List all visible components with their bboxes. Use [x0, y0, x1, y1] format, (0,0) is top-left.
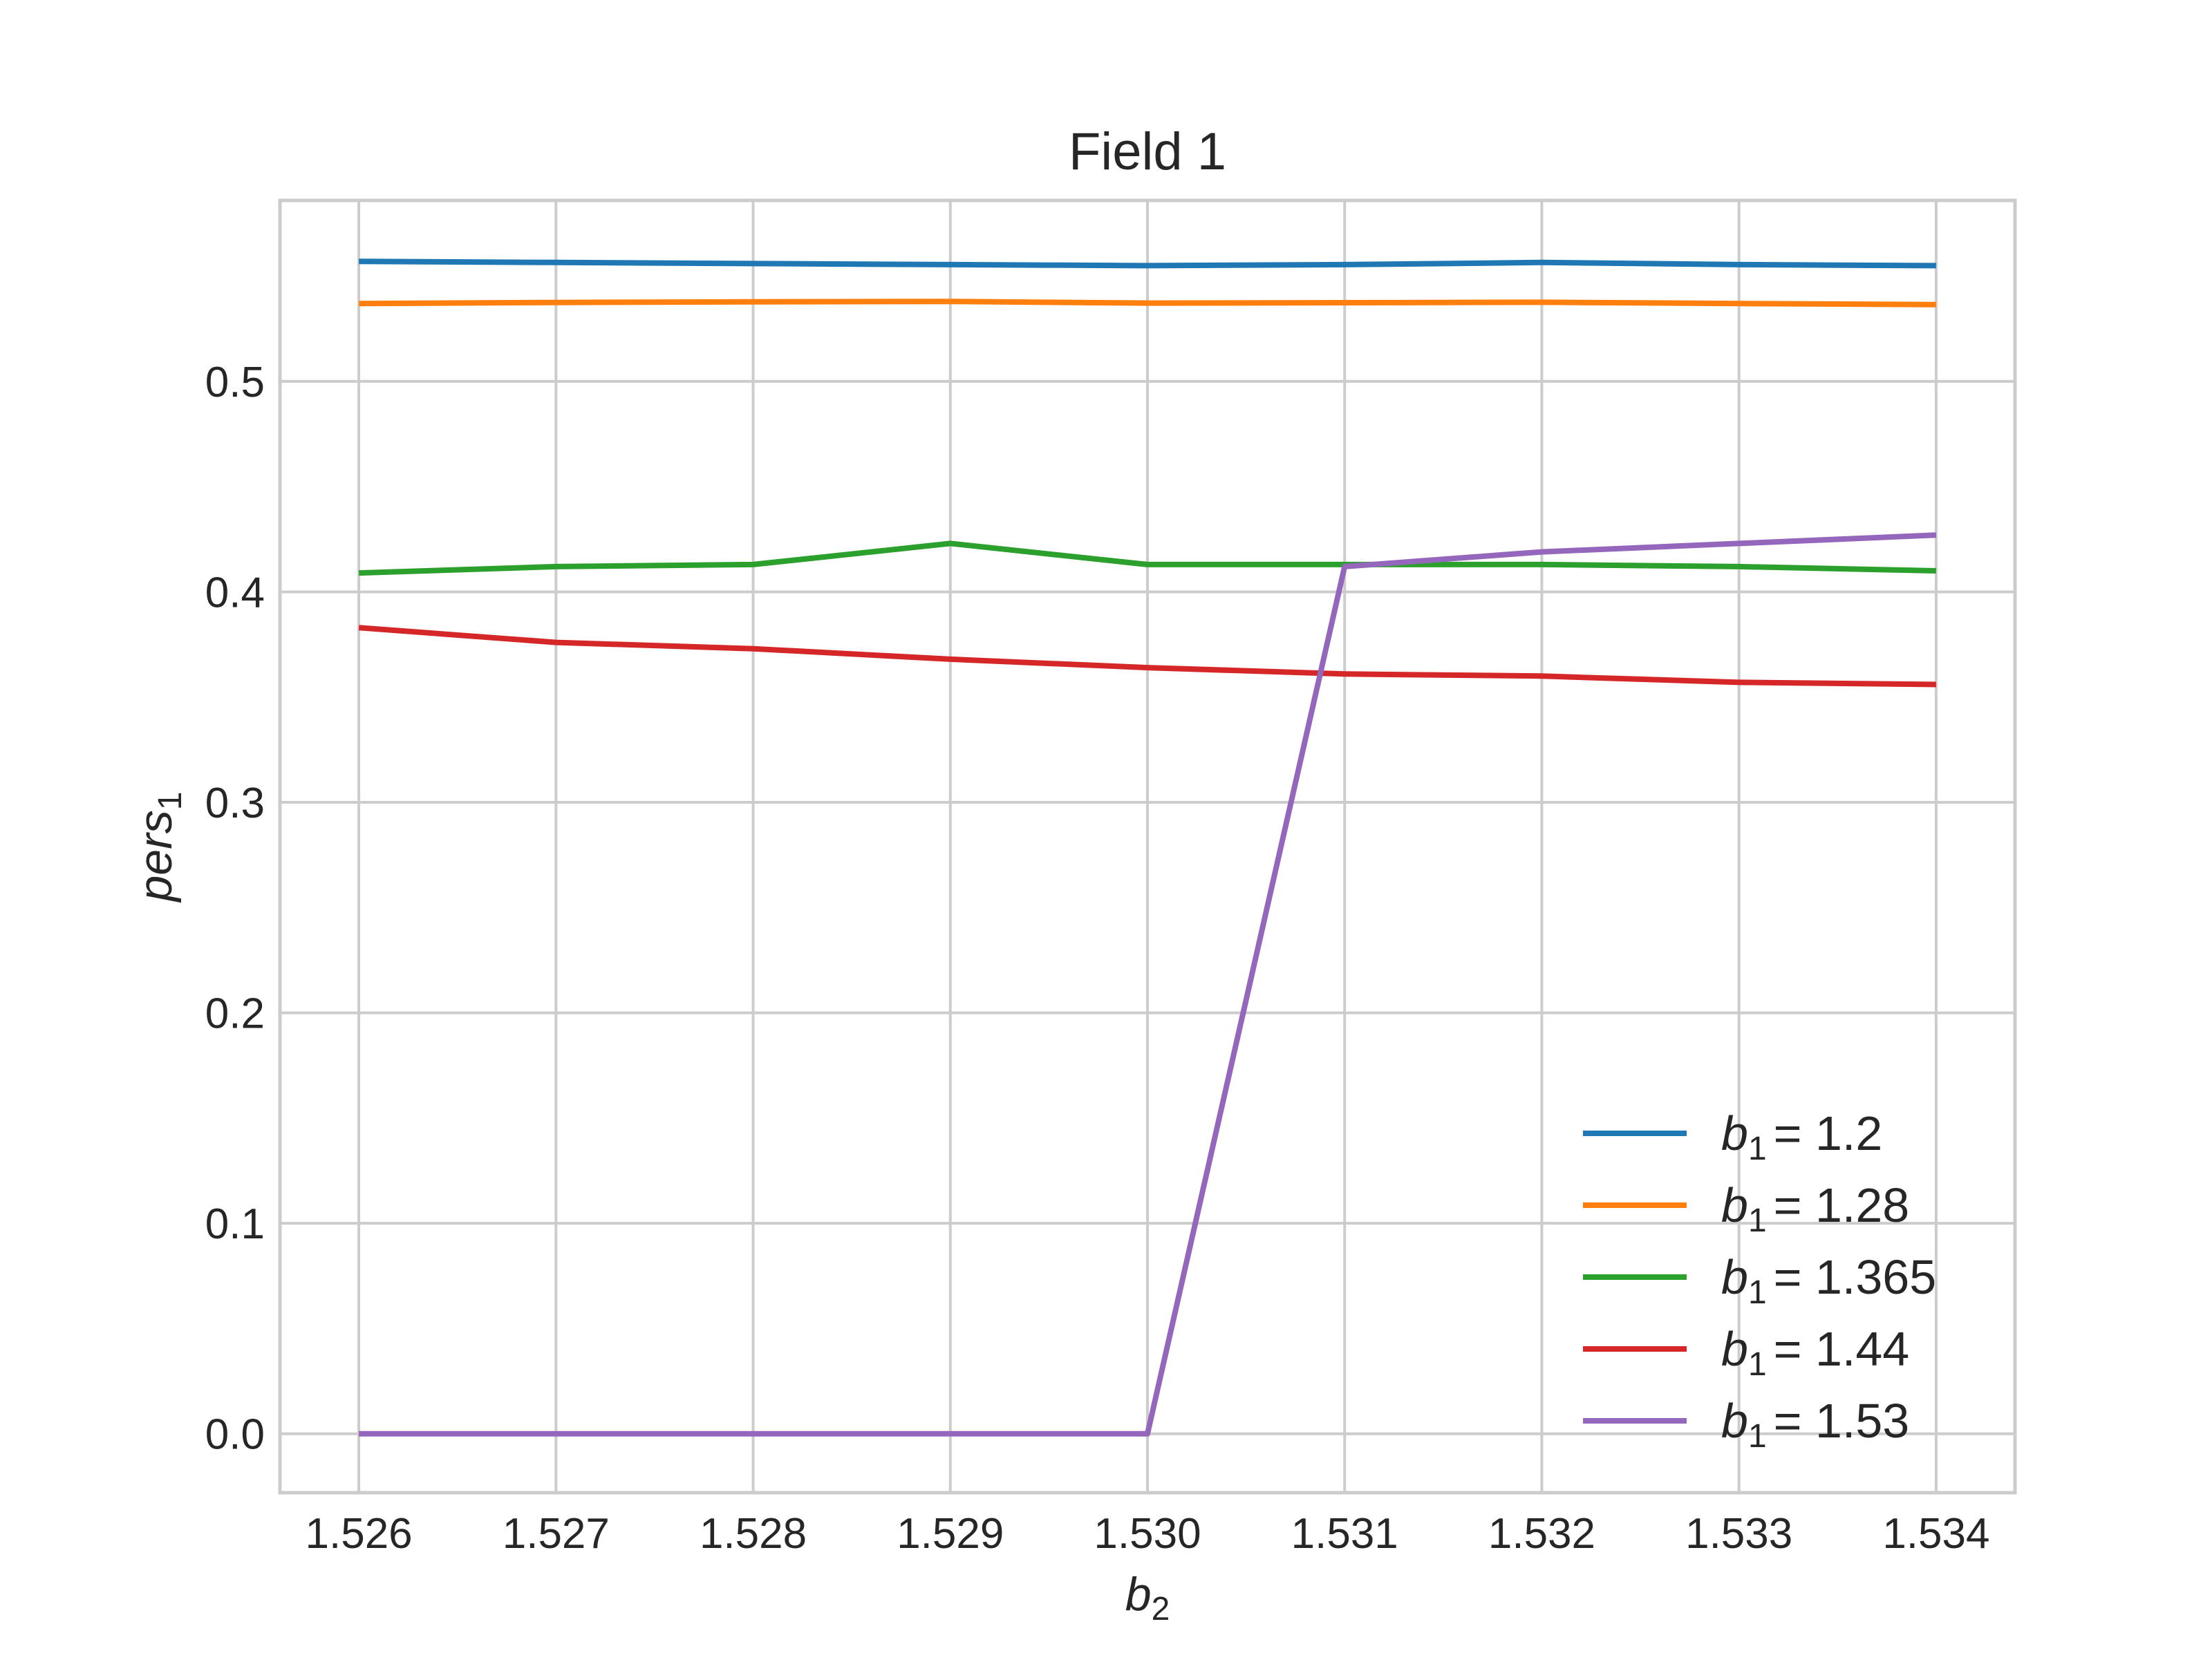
y-tick-label: 0.4 [205, 569, 265, 616]
legend-label: b1 = 1.53 [1721, 1394, 1909, 1455]
legend-item: b1 = 1.365 [1583, 1250, 1936, 1311]
y-axis-label-sub: 1 [152, 792, 189, 811]
legend-item: b1 = 1.2 [1583, 1106, 1882, 1167]
x-tick-label: 1.530 [1094, 1510, 1201, 1558]
series-lines [358, 258, 1937, 1437]
y-tick-label: 0.1 [205, 1200, 265, 1248]
y-tick-label: 0.5 [205, 359, 265, 406]
legend-item: b1 = 1.53 [1583, 1394, 1909, 1455]
legend-label: b1 = 1.28 [1721, 1178, 1909, 1239]
legend-item: b1 = 1.28 [1583, 1178, 1909, 1239]
series-line-5 [359, 532, 1937, 1437]
x-tick-label: 1.527 [503, 1510, 610, 1558]
x-tick-label: 1.531 [1291, 1510, 1398, 1558]
legend-item: b1 = 1.44 [1583, 1322, 1909, 1383]
x-axis-label-base: b [1125, 1568, 1152, 1621]
series-line-3 [358, 540, 1936, 576]
x-axis-ticks: 1.526 1.527 1.528 1.529 1.530 1.531 1.532 1.533… [306, 1510, 1990, 1558]
y-tick-label: 0.2 [205, 990, 265, 1038]
y-tick-label: 0.0 [205, 1411, 265, 1459]
legend-label: b1 = 1.365 [1721, 1250, 1936, 1311]
x-tick-label: 1.534 [1882, 1510, 1989, 1558]
y-axis-label-base: pers [129, 810, 182, 903]
x-tick-label: 1.533 [1685, 1510, 1792, 1558]
series-line-1 [359, 258, 1936, 269]
x-tick-label: 1.528 [700, 1510, 807, 1558]
legend-label: b1 = 1.44 [1721, 1322, 1909, 1383]
legend: b1 = 1.2 b1 = 1.28 b1 = 1.365 b1 = 1.44 b1 = 1.53 [1583, 1106, 1936, 1455]
y-axis-ticks: 0.0 0.1 0.2 0.3 0.4 0.5 [205, 359, 265, 1459]
x-tick-label: 1.532 [1488, 1510, 1595, 1558]
x-axis-label-sub: 2 [1152, 1591, 1170, 1627]
y-tick-label: 0.3 [205, 780, 265, 827]
x-tick-label: 1.526 [306, 1510, 413, 1558]
legend-label: b1 = 1.2 [1721, 1106, 1882, 1167]
plot-area-frame [278, 198, 2017, 1495]
series-line-4 [358, 625, 1936, 688]
series-line-2 [359, 299, 1936, 308]
chart-title: Field 1 [1069, 122, 1226, 181]
x-axis-label: b2 [1125, 1568, 1170, 1627]
x-tick-label: 1.529 [897, 1510, 1004, 1558]
y-axis-label: pers1 [129, 792, 189, 903]
